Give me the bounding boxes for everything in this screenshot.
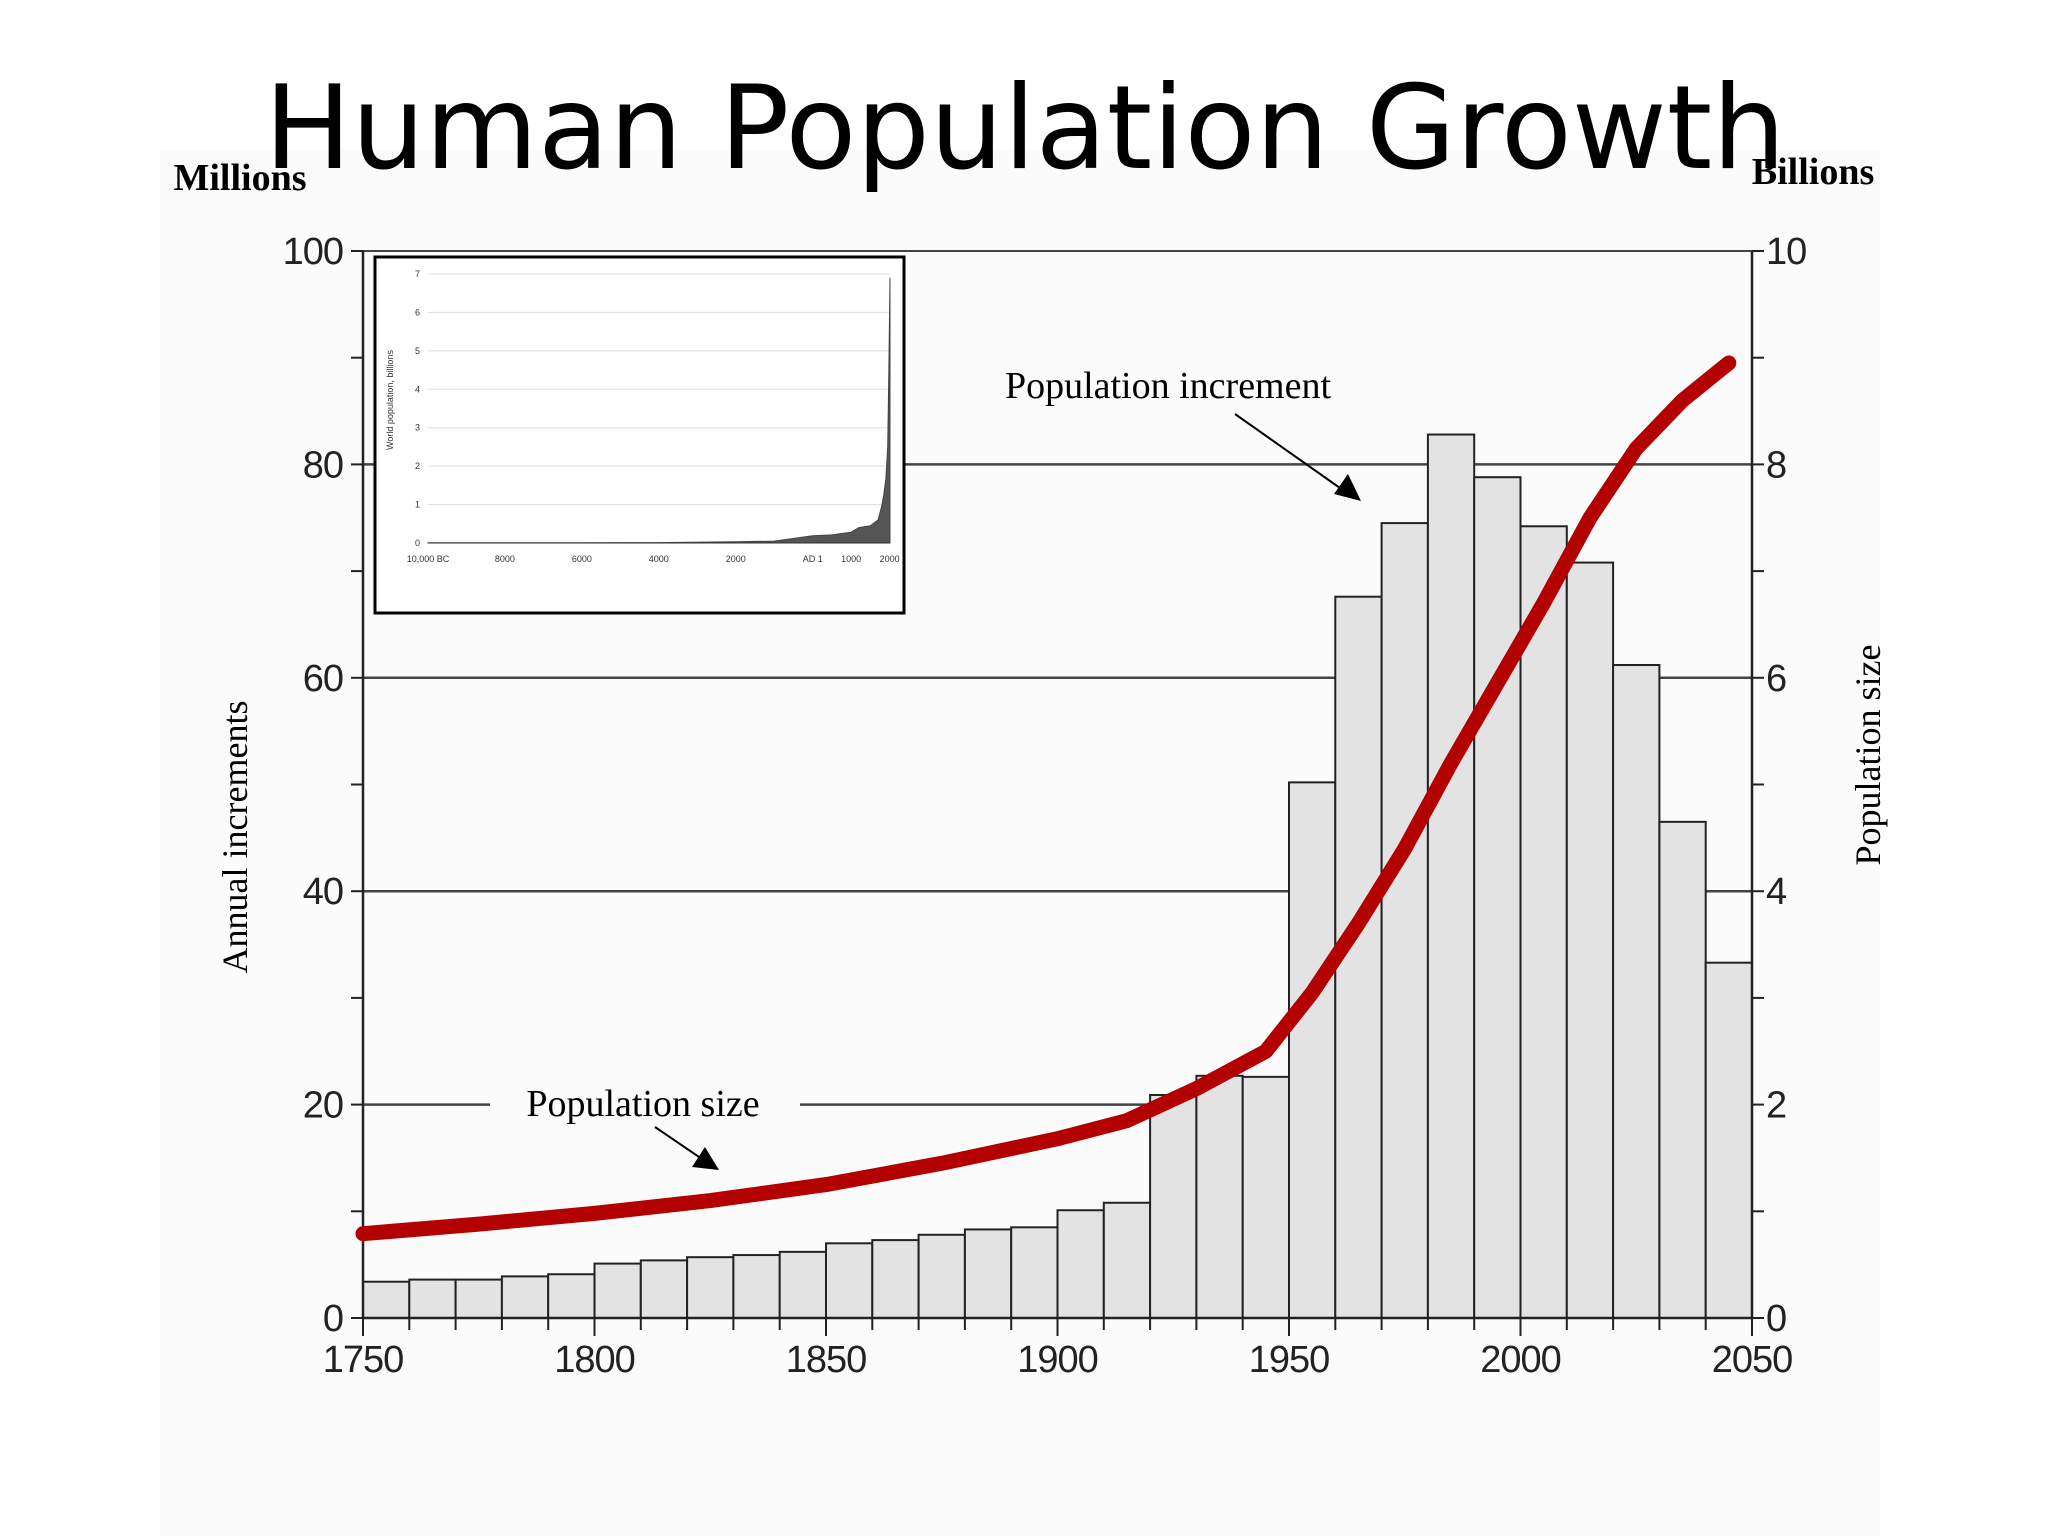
left-tick-labels: 0 20 40 60 80 100 (283, 231, 344, 1340)
left-tick-label: 20 (303, 1085, 343, 1127)
inset-x-tick-labels: 10,000 BC 8000 6000 4000 2000 AD 1 1000 2000 (407, 554, 900, 564)
x-tick-label: 1850 (786, 1339, 867, 1381)
population-chart: Millions Billions Annual increments Popu… (173, 151, 1888, 1381)
bar (547, 1273, 596, 1320)
right-axis-unit: Billions (1752, 151, 1875, 193)
inset-x-tick-label: 2000 (880, 554, 900, 564)
x-tick-label: 2050 (1712, 1339, 1793, 1381)
inset-y-tick-label: 4 (415, 384, 420, 394)
bar (408, 1278, 457, 1320)
bar (917, 1233, 966, 1320)
bar (362, 1280, 411, 1320)
bar (1658, 820, 1707, 1319)
bar (1380, 522, 1429, 1319)
x-tick-label: 2000 (1480, 1339, 1561, 1381)
inset-x-tick-label: 4000 (649, 554, 669, 564)
right-tick-label: 8 (1766, 444, 1786, 486)
inset-x-tick-label: 1000 (841, 554, 861, 564)
bar (825, 1242, 874, 1320)
inset-x-tick-label: 2000 (726, 554, 746, 564)
left-tick-label: 60 (303, 658, 343, 700)
inset-y-tick-label: 7 (415, 269, 420, 279)
bar (1704, 961, 1753, 1320)
axes (351, 250, 1764, 1336)
inset-gridlines (428, 273, 890, 506)
bar (1102, 1201, 1152, 1320)
inset-y-tick-label: 3 (415, 423, 420, 433)
right-tick-labels: 0 2 4 6 8 10 (1766, 231, 1807, 1340)
bar (871, 1239, 920, 1320)
bar (500, 1275, 550, 1319)
population-size-line (355, 355, 1737, 1242)
inset-x-tick-label: 8000 (495, 554, 515, 564)
left-tick-label: 100 (283, 231, 343, 273)
bar-series (362, 433, 1753, 1320)
annotation-increment-pointer (1234, 413, 1341, 489)
inset-y-tick-label: 6 (415, 307, 420, 317)
annotation-population-increment: Population increment (975, 360, 1361, 501)
bar (1056, 1209, 1105, 1320)
inset-y-tick-labels: 0 1 2 3 4 5 6 7 (415, 269, 420, 548)
inset-y-tick-label: 2 (415, 461, 420, 471)
bar (1519, 525, 1568, 1319)
bar (778, 1250, 828, 1319)
bar (732, 1254, 781, 1319)
bar (1241, 1075, 1290, 1320)
bar (686, 1256, 735, 1320)
x-tick-labels: 1750 1800 1850 1900 1950 2000 2050 (323, 1339, 1794, 1381)
left-tick-label: 0 (323, 1298, 343, 1340)
inset-x-tick-label: AD 1 (803, 554, 823, 564)
right-axis-label: Population size (1848, 645, 1888, 866)
inset-y-tick-label: 5 (415, 346, 420, 356)
bar (1612, 663, 1661, 1319)
bar (639, 1259, 689, 1319)
x-tick-label: 1900 (1017, 1339, 1098, 1381)
left-axis-unit: Millions (173, 157, 306, 199)
bar (1473, 476, 1522, 1320)
bar (1149, 1093, 1198, 1319)
left-axis-label: Annual increments (215, 701, 255, 974)
inset-x-tick-label: 10,000 BC (407, 554, 450, 564)
bar (1010, 1226, 1059, 1320)
slide-title: Human Population Growth (264, 61, 1785, 196)
x-tick-label: 1750 (323, 1339, 404, 1381)
annotation-size-arrowhead (692, 1147, 719, 1170)
annotation-size-label: Population size (526, 1083, 759, 1125)
bar (1426, 433, 1476, 1319)
inset-y-tick-label: 0 (415, 538, 420, 548)
right-tick-label: 10 (1766, 231, 1806, 273)
inset-y-tick-label: 1 (415, 500, 420, 510)
annotation-size-pointer (654, 1126, 703, 1160)
bar (1195, 1074, 1244, 1320)
x-tick-label: 1950 (1249, 1339, 1330, 1381)
inset-y-axis-label: World population, billions (385, 350, 395, 450)
right-tick-label: 0 (1766, 1298, 1786, 1340)
bar (1288, 781, 1337, 1319)
right-tick-label: 4 (1766, 871, 1787, 913)
annotation-population-size: Population size (490, 1076, 800, 1170)
bar (1565, 561, 1615, 1319)
bar (593, 1262, 642, 1320)
left-tick-label: 40 (303, 871, 343, 913)
annotation-increment-arrowhead (1334, 474, 1361, 501)
x-tick-label: 1800 (554, 1339, 635, 1381)
right-tick-label: 2 (1766, 1085, 1786, 1127)
inset-x-tick-label: 6000 (572, 554, 592, 564)
left-tick-label: 80 (303, 444, 343, 486)
right-tick-label: 6 (1766, 658, 1786, 700)
annotation-increment-label: Population increment (1005, 365, 1332, 407)
bar (454, 1278, 503, 1320)
bar (963, 1228, 1013, 1319)
